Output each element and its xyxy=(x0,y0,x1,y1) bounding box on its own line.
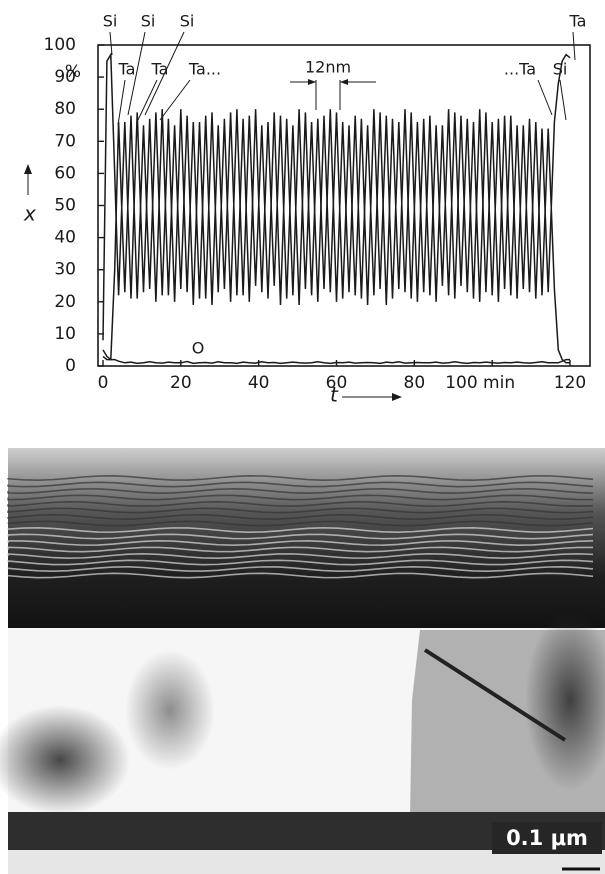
scale-label: 0.1 μm xyxy=(506,826,588,850)
y-tick-label: 60 xyxy=(54,163,76,183)
x-tick-label: 0 xyxy=(98,373,109,393)
layer-stripe xyxy=(7,481,594,488)
layer-stripe xyxy=(7,527,594,533)
x-tick-label: 20 xyxy=(170,373,192,393)
y-unit: % xyxy=(65,62,81,82)
layer-stripe xyxy=(7,559,594,566)
annotation: Ta xyxy=(151,60,169,79)
layer-stripe xyxy=(7,533,594,540)
layer-stripe xyxy=(7,572,594,579)
layer-stripe xyxy=(7,501,594,507)
x-tick-label: 60 xyxy=(326,373,348,393)
layer-stripe xyxy=(7,475,594,481)
annotation: Si xyxy=(180,12,195,31)
annotation: Ta xyxy=(118,60,136,79)
y-tick-label: 70 xyxy=(54,131,76,151)
y-tick-label: 30 xyxy=(54,260,76,280)
x-tick-label: 80 xyxy=(404,373,426,393)
series-line xyxy=(102,53,571,361)
series-line xyxy=(102,349,570,365)
annotation: Si xyxy=(553,60,568,79)
y-tick-label: 100 xyxy=(44,35,76,55)
y-axis-label: x xyxy=(23,202,36,226)
annotation: Ta... xyxy=(188,60,221,79)
y-tick-label: 90 xyxy=(54,67,76,87)
leader-lines xyxy=(109,31,576,126)
x-tick-label: 100 min xyxy=(445,373,515,393)
y-tick-label: 10 xyxy=(54,324,76,344)
y-tick-label: 0 xyxy=(65,356,76,376)
layer-stripe xyxy=(7,488,594,494)
annotation: 12nm xyxy=(305,58,351,77)
x-axis-label: t xyxy=(330,383,339,407)
y-arrow-head xyxy=(24,164,32,174)
annotation: Ta xyxy=(569,12,587,31)
layer-stripe xyxy=(7,494,594,501)
annotation: Si xyxy=(103,12,118,31)
x-tick-label: 40 xyxy=(248,373,270,393)
y-tick-label: 80 xyxy=(54,99,76,119)
layer-stripe xyxy=(7,513,594,520)
layer-stripe xyxy=(7,540,594,547)
y-tick-label: 40 xyxy=(54,228,76,248)
layer-stripe xyxy=(7,546,594,553)
annotation: O xyxy=(192,339,205,358)
layer-stripe xyxy=(7,553,594,559)
layer-stripe xyxy=(7,507,594,514)
x-arrow-head xyxy=(392,393,402,401)
x-tick-label: 120 xyxy=(554,373,586,393)
annotation: Si xyxy=(141,12,156,31)
layer-stripe xyxy=(7,565,594,572)
series-line xyxy=(102,52,570,364)
y-tick-label: 20 xyxy=(54,292,76,312)
dimension-marks xyxy=(290,79,376,110)
micrograph: 0.1 μm xyxy=(0,448,605,874)
annotation: ...Ta xyxy=(504,60,536,79)
layer-stripe xyxy=(7,520,594,527)
y-tick-label: 50 xyxy=(54,196,76,216)
